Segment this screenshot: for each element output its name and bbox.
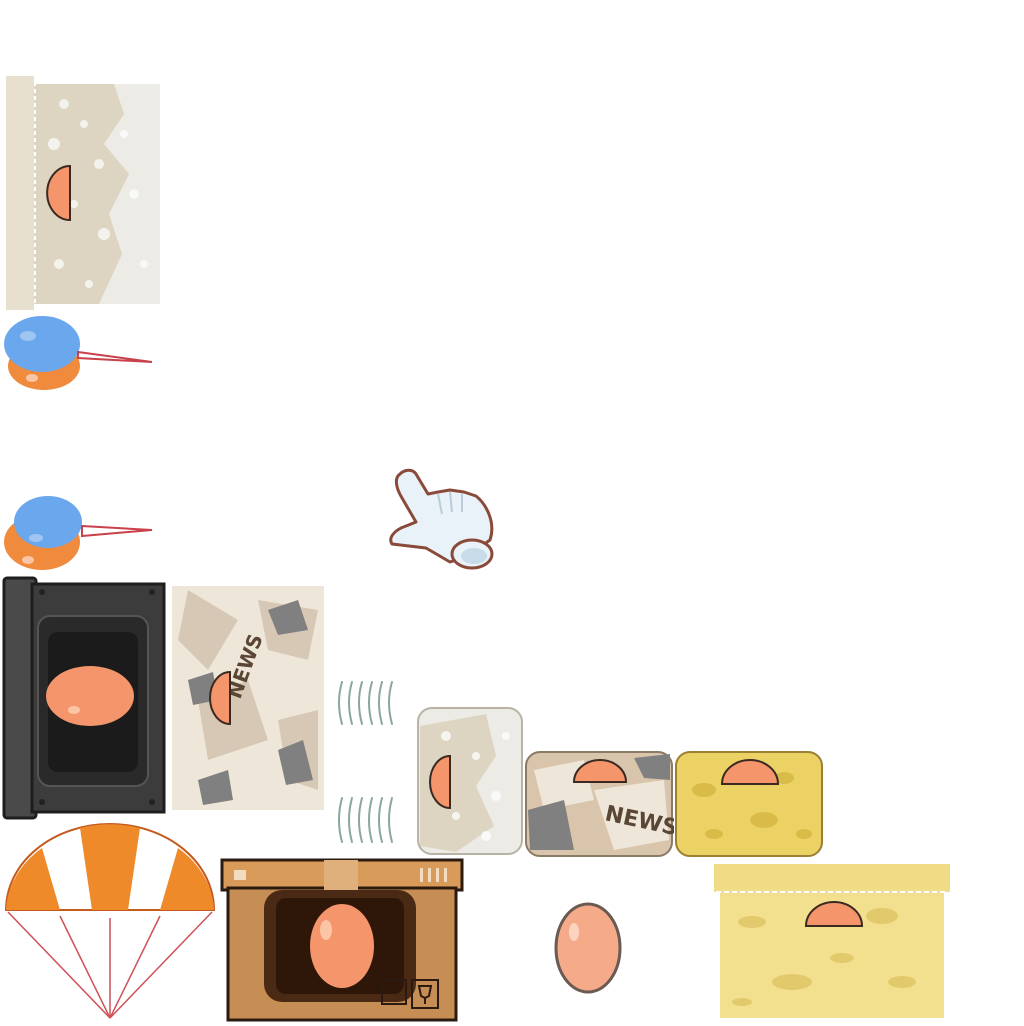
balloon-icon bbox=[14, 496, 82, 548]
newspaper-block-egg[interactable]: NEWS bbox=[524, 750, 680, 858]
parachute-icon bbox=[2, 822, 218, 1022]
sponge-wrap-egg-large[interactable] bbox=[712, 862, 952, 1020]
egg-icon bbox=[46, 666, 134, 726]
cardboard-box-egg[interactable] bbox=[220, 858, 464, 1022]
metal-safe-egg[interactable] bbox=[2, 576, 166, 820]
egg-icon bbox=[720, 759, 780, 785]
egg-icon bbox=[429, 754, 451, 810]
bubble-wrap-egg-tall[interactable] bbox=[4, 74, 162, 312]
sponge-block-egg[interactable] bbox=[674, 750, 824, 858]
balloon-egg-top[interactable] bbox=[2, 314, 158, 394]
bubble-wrap-block-egg[interactable] bbox=[416, 706, 524, 856]
hand-pointer-icon bbox=[386, 464, 498, 576]
egg-icon[interactable] bbox=[550, 898, 626, 996]
egg-icon bbox=[46, 164, 71, 222]
balloon-egg-bottom[interactable] bbox=[2, 494, 158, 574]
wind-lines-icon bbox=[334, 672, 404, 852]
egg-icon bbox=[310, 904, 374, 988]
egg-icon bbox=[572, 759, 628, 783]
egg-icon bbox=[804, 901, 864, 927]
newspaper-wrap-egg-large[interactable]: NEWS bbox=[168, 580, 328, 814]
egg-icon bbox=[209, 670, 231, 726]
balloon-icon bbox=[4, 316, 80, 372]
